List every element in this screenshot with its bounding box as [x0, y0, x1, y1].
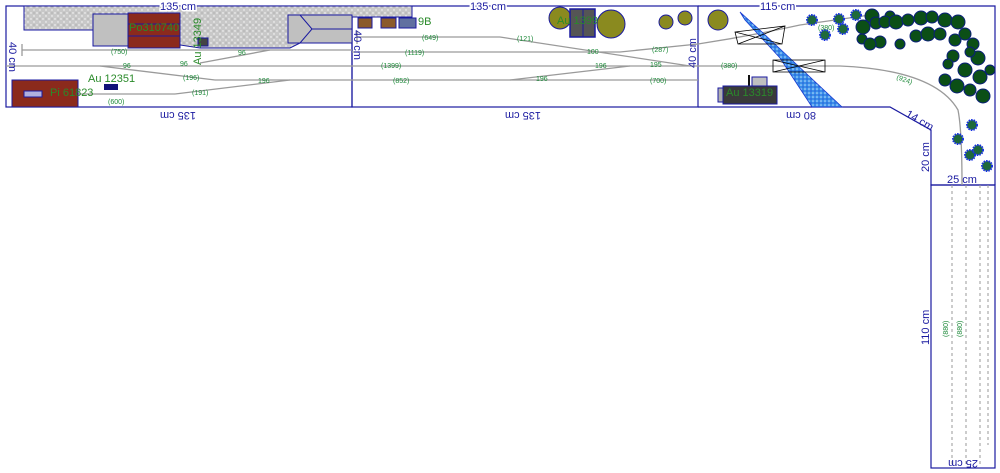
building-label: Au 13349	[192, 18, 204, 65]
small-building[interactable]	[357, 17, 373, 29]
svg-text:(380): (380)	[721, 63, 737, 70]
svg-text:25 cm: 25 cm	[948, 457, 978, 469]
building-au1399[interactable]: Au 1399	[557, 8, 598, 38]
track-labels: (750) 96 96 96 (196) 196 (191) (600) (64…	[108, 25, 964, 337]
svg-text:(287): (287)	[652, 47, 668, 54]
svg-text:(121): (121)	[517, 36, 533, 43]
svg-text:115 cm: 115 cm	[760, 1, 795, 13]
tree	[596, 9, 626, 39]
svg-text:(380): (380)	[818, 25, 834, 32]
svg-text:196: 196	[258, 78, 270, 85]
svg-text:195: 195	[650, 62, 662, 69]
svg-text:135 cm: 135 cm	[160, 109, 196, 121]
river	[739, 11, 844, 108]
svg-text:(880): (880)	[943, 321, 950, 337]
svg-text:(750): (750)	[111, 49, 127, 56]
svg-text:96: 96	[180, 61, 188, 68]
svg-text:14 cm: 14 cm	[904, 108, 936, 133]
dimension-labels: 135 cm 135 cm 40 cm 135 cm 135 cm 40 cm …	[6, 0, 978, 469]
building-label: Au 1399	[557, 15, 598, 27]
svg-text:(1399): (1399)	[381, 63, 401, 70]
building-label: Au 12351	[88, 73, 135, 85]
svg-text:135 cm: 135 cm	[505, 109, 541, 121]
forest	[806, 8, 996, 172]
svg-text:100: 100	[587, 49, 599, 56]
bridge	[734, 25, 826, 73]
svg-text:40 cm: 40 cm	[6, 42, 18, 72]
tree	[658, 14, 674, 30]
svg-text:(649): (649)	[422, 35, 438, 42]
svg-text:110 cm: 110 cm	[920, 310, 932, 345]
building-po310740[interactable]: Po310740	[127, 12, 181, 49]
svg-text:96: 96	[238, 50, 246, 57]
building-label: Au 13319	[726, 87, 773, 99]
svg-text:196: 196	[536, 76, 548, 83]
svg-text:25 cm: 25 cm	[947, 174, 977, 186]
building-label: 9B	[418, 16, 431, 28]
svg-text:(880): (880)	[957, 321, 964, 337]
svg-text:20 cm: 20 cm	[920, 142, 932, 172]
svg-text:135 cm: 135 cm	[160, 1, 196, 13]
svg-text:135 cm: 135 cm	[470, 1, 506, 13]
building-au13319[interactable]: Au 13319	[717, 75, 778, 105]
svg-text:40 cm: 40 cm	[687, 38, 699, 68]
svg-text:80 cm: 80 cm	[786, 109, 816, 121]
building-pi61823[interactable]: Pi 61823	[11, 79, 93, 108]
tree	[707, 9, 729, 31]
tree	[677, 10, 693, 26]
small-building-au12351[interactable]	[104, 84, 118, 90]
building-label: Po310740	[129, 22, 179, 34]
tracks[interactable]	[6, 14, 989, 465]
small-building[interactable]	[380, 17, 397, 29]
building-label: Pi 61823	[50, 87, 93, 99]
baseboard-outline	[5, 5, 996, 469]
svg-text:(852): (852)	[393, 78, 409, 85]
svg-text:96: 96	[123, 63, 131, 70]
warehouse-gray[interactable]	[92, 13, 129, 47]
svg-text:(1119): (1119)	[405, 50, 424, 57]
svg-text:40 cm: 40 cm	[351, 30, 363, 60]
small-building[interactable]	[398, 17, 417, 29]
svg-text:(191): (191)	[192, 90, 208, 97]
svg-text:(600): (600)	[108, 99, 124, 106]
svg-text:(196): (196)	[183, 75, 199, 82]
small-building[interactable]	[197, 37, 209, 47]
svg-text:(700): (700)	[650, 78, 666, 85]
engine-shed[interactable]	[287, 14, 353, 44]
svg-text:196: 196	[595, 63, 607, 70]
